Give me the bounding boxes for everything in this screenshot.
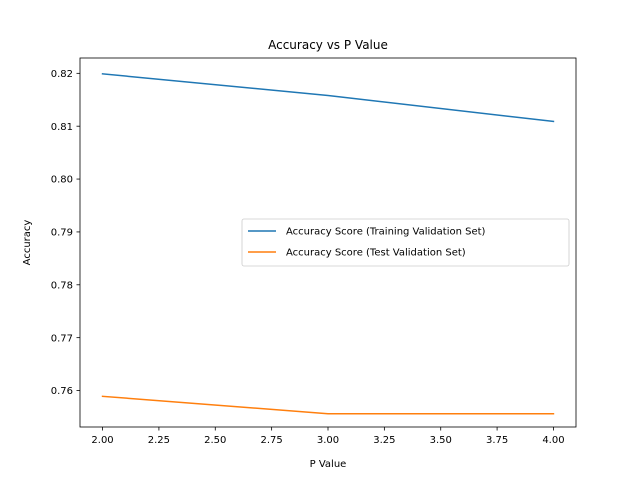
y-tick-label: 0.81 [51,122,73,133]
y-tick-label: 0.82 [51,69,73,80]
y-axis: 0.76 0.77 0.78 0.79 0.80 0.81 0.82 [51,69,80,397]
legend: Accuracy Score (Training Validation Set)… [241,218,570,267]
x-tick-label: 2.25 [148,435,170,446]
chart-title: Accuracy vs P Value [268,38,388,52]
series-layer [101,73,555,415]
x-tick-label: 2.00 [91,435,113,446]
y-tick-label: 0.79 [51,228,73,239]
legend-label-2: Accuracy Score (Test Validation Set) [286,248,466,259]
series-line-1 [101,73,555,123]
x-tick-label: 3.50 [430,435,452,446]
x-tick-label: 4.00 [542,435,564,446]
x-tick-label: 3.00 [317,435,339,446]
x-tick-label: 3.75 [486,435,508,446]
y-tick-label: 0.78 [51,280,73,291]
legend-box [241,218,570,267]
x-tick-label: 2.50 [204,435,226,446]
x-tick-label: 3.25 [373,435,395,446]
legend-label-1: Accuracy Score (Training Validation Set) [286,227,486,238]
y-tick-label: 0.76 [51,386,73,397]
x-axis: 2.00 2.25 2.50 2.75 3.00 3.25 3.50 3.75 4.00 [91,427,565,446]
y-tick-label: 0.80 [51,175,73,186]
series-line-2 [101,395,555,415]
y-tick-label: 0.77 [51,333,73,344]
y-axis-label: Accuracy [22,220,33,266]
x-axis-label: P Value [310,459,347,470]
x-tick-label: 2.75 [261,435,283,446]
